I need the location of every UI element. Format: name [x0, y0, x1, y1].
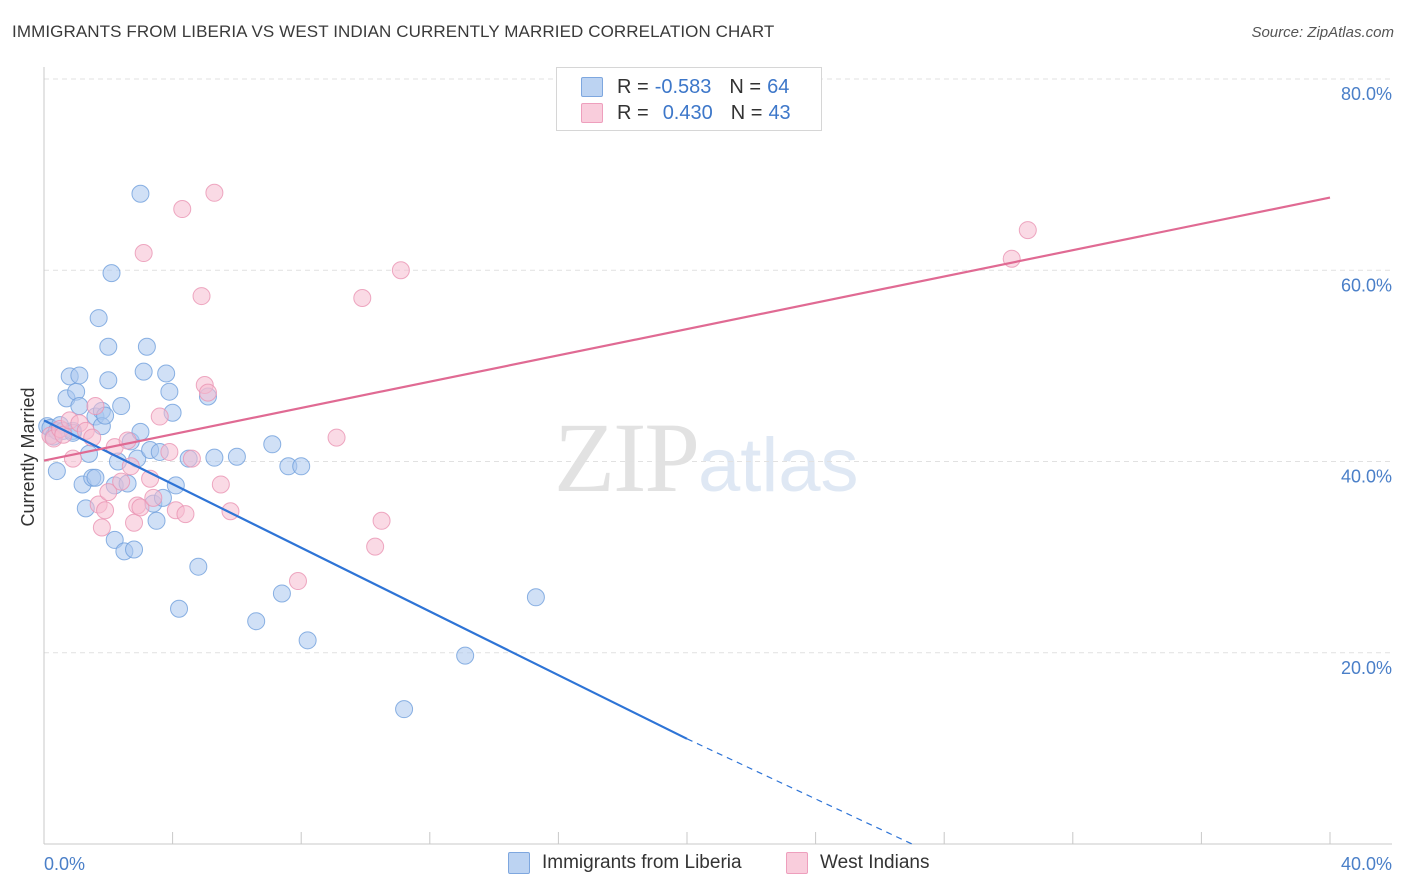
liberia-point: [160, 382, 179, 401]
west-indians-point: [366, 537, 385, 556]
watermark-atlas: atlas: [698, 423, 859, 508]
n-label: N =: [729, 75, 762, 98]
west-indians-point: [92, 518, 111, 537]
gridlines: [44, 78, 1392, 654]
west-indians-point: [144, 488, 163, 507]
liberia-point: [263, 435, 282, 454]
r-value: 0.430: [662, 101, 713, 124]
liberia-point: [70, 397, 89, 416]
series-legend: Immigrants from Liberia West Indians: [0, 852, 1406, 876]
west-indians-point: [391, 261, 410, 280]
liberia-point: [80, 444, 99, 463]
west-indians-trend-line: [43, 196, 1331, 462]
west-indians-point: [211, 475, 230, 494]
n-value: 64: [767, 75, 790, 98]
west-indians-point: [182, 449, 201, 468]
y-axis-title: Currently Married: [18, 387, 38, 526]
liberia-point: [189, 557, 208, 576]
liberia-point: [456, 646, 475, 665]
west-indians-point: [150, 407, 169, 426]
r-label: R =: [617, 101, 649, 124]
liberia-point: [170, 599, 189, 618]
liberia-point: [292, 457, 311, 476]
liberia-point: [89, 309, 108, 328]
legend-item-liberia[interactable]: Immigrants from Liberia: [508, 852, 742, 874]
liberia-point: [137, 337, 156, 356]
liberia-point: [272, 584, 291, 603]
tick-labels: 20.0% 40.0% 60.0% 80.0% 0.0% 40.0%: [44, 84, 1392, 874]
west-indians-point: [99, 483, 118, 502]
n-value: 43: [768, 101, 791, 124]
west-indians-point: [160, 442, 179, 461]
liberia-swatch: [581, 77, 603, 97]
west-indians-point: [131, 498, 150, 517]
west-indians-point: [221, 502, 240, 521]
y-tick-label: 60.0%: [1341, 275, 1392, 295]
liberia-point: [112, 397, 131, 416]
liberia-point: [298, 631, 317, 650]
liberia-point: [227, 447, 246, 466]
west-indians-point: [173, 200, 192, 219]
liberia-point: [247, 612, 266, 631]
west-indians-point: [118, 431, 137, 450]
liberia-point: [157, 364, 176, 383]
west-indians-legend-swatch: [786, 852, 808, 874]
y-tick-label: 80.0%: [1341, 84, 1392, 104]
chart-title: IMMIGRANTS FROM LIBERIA VS WEST INDIAN C…: [12, 22, 775, 41]
r-label: R =: [617, 75, 649, 98]
west-indians-point: [288, 572, 307, 591]
west-indians-point: [86, 397, 105, 416]
source-credit: Source: ZipAtlas.com: [1251, 24, 1394, 41]
trend-lines: [43, 196, 1331, 845]
legend-item-west-indians[interactable]: West Indians: [786, 852, 929, 874]
liberia-point: [70, 366, 89, 385]
legend-label-west-indians: West Indians: [820, 852, 930, 873]
west-indians-point: [327, 428, 346, 447]
watermark-zip: ZIP: [554, 402, 700, 513]
west-indians-point: [205, 183, 224, 202]
liberia-point: [134, 362, 153, 381]
liberia-point: [526, 588, 545, 607]
liberia-point: [131, 184, 150, 203]
liberia-trend-extension: [686, 738, 913, 845]
legend-row-west-indians: R = 0.430 N = 43: [581, 100, 791, 126]
liberia-point: [205, 448, 224, 467]
liberia-point: [105, 530, 124, 549]
west-indians-swatch: [581, 103, 603, 123]
west-indians-point: [198, 383, 217, 402]
west-indians-point: [112, 472, 131, 491]
west-indians-point: [134, 244, 153, 263]
west-indians-point: [353, 288, 372, 307]
west-indians-point: [372, 511, 391, 530]
liberia-point: [99, 371, 118, 390]
legend-label-liberia: Immigrants from Liberia: [542, 852, 742, 873]
liberia-point: [102, 264, 121, 283]
r-value: -0.583: [654, 75, 712, 98]
west-indians-point: [192, 287, 211, 306]
liberia-point: [86, 468, 105, 487]
x-tick-label: 40.0%: [1341, 854, 1392, 874]
data-points: [38, 183, 1037, 719]
liberia-point: [395, 700, 414, 719]
y-tick-label: 40.0%: [1341, 467, 1392, 487]
y-tick-label: 20.0%: [1341, 658, 1392, 678]
liberia-point: [147, 511, 166, 530]
legend-row-liberia: R = -0.583 N = 64: [581, 74, 789, 100]
n-label: N =: [730, 101, 763, 124]
west-indians-point: [176, 505, 195, 524]
x-tick-label: 0.0%: [44, 854, 85, 874]
west-indians-point: [96, 501, 115, 520]
west-indians-point: [125, 513, 144, 532]
liberia-point: [99, 337, 118, 356]
watermark: ZIPatlas: [554, 400, 859, 515]
west-indians-point: [1018, 221, 1037, 240]
liberia-point: [125, 540, 144, 559]
stats-legend: R = -0.583 N = 64 R = 0.430 N = 43: [556, 67, 822, 131]
axes: [43, 67, 1392, 845]
liberia-legend-swatch: [508, 852, 530, 874]
liberia-point: [47, 462, 66, 481]
liberia-trend-line: [43, 419, 688, 740]
